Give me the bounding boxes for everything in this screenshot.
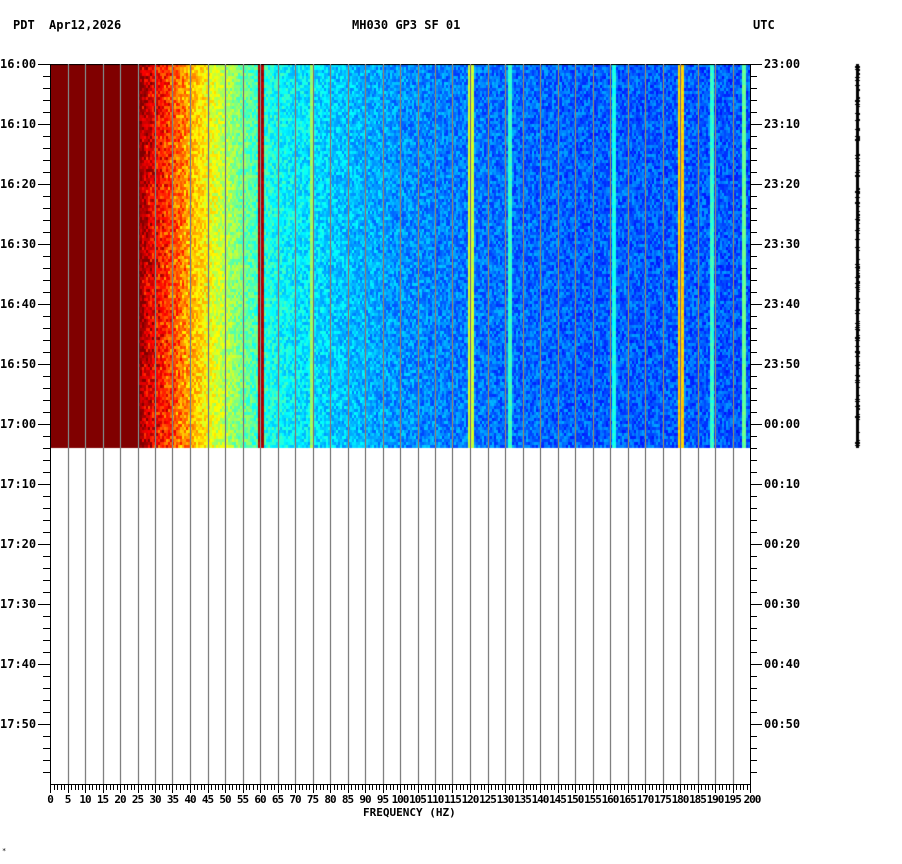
frequency-tick-label: 60 (254, 793, 266, 806)
frequency-tick-label: 40 (184, 793, 196, 806)
frequency-tick-label: 105 (409, 793, 427, 806)
frequency-tick-label: 140 (531, 793, 550, 806)
frequency-tick-label: 80 (324, 793, 336, 806)
left-time-label: 17:00 (0, 417, 37, 431)
left-time-label: 16:50 (0, 357, 37, 371)
frequency-tick-label: 25 (131, 793, 144, 806)
left-time-label: 17:40 (0, 657, 37, 671)
right-time-label: 23:30 (764, 237, 801, 251)
frequency-tick-label: 100 (391, 793, 410, 806)
frequency-tick-label: 55 (236, 793, 249, 806)
frequency-tick-label: 155 (584, 793, 602, 806)
corner-mark: * (2, 847, 7, 855)
left-time-label: 16:00 (0, 57, 37, 71)
left-time-label: 17:30 (0, 597, 37, 611)
frequency-tick-label: 125 (479, 793, 497, 806)
frequency-tick-label: 195 (724, 793, 742, 806)
frequency-tick-label: 185 (689, 793, 707, 806)
frequency-tick-label: 85 (341, 793, 354, 806)
frequency-tick-label: 135 (514, 793, 532, 806)
right-time-label: 00:50 (764, 717, 801, 731)
right-time-label: 00:20 (764, 537, 801, 551)
frequency-tick-label: 15 (96, 793, 109, 806)
frequency-tick-label: 20 (114, 793, 126, 806)
frequency-tick-label: 170 (636, 793, 655, 806)
left-time-label: 16:30 (0, 237, 37, 251)
left-time-label: 16:20 (0, 177, 37, 191)
right-time-label: 00:10 (764, 477, 801, 491)
right-time-label: 23:10 (764, 117, 801, 131)
right-time-label: 23:50 (764, 357, 801, 371)
frequency-tick-label: 35 (166, 793, 179, 806)
frequency-tick-label: 190 (706, 793, 725, 806)
frequency-tick-label: 30 (149, 793, 161, 806)
frequency-tick-label: 115 (444, 793, 462, 806)
frequency-tick-label: 70 (289, 793, 301, 806)
frequency-tick-label: 160 (601, 793, 620, 806)
frequency-tick-label: 175 (654, 793, 672, 806)
frequency-tick-label: 110 (426, 793, 445, 806)
spectrogram-plot (50, 64, 750, 784)
station-title: MH030 GP3 SF 01 (352, 18, 461, 32)
frequency-tick-label: 165 (619, 793, 637, 806)
left-time-label: 17:50 (0, 717, 37, 731)
trace-panel (847, 60, 867, 460)
left-time-label: 17:20 (0, 537, 37, 551)
frequency-tick-label: 130 (496, 793, 515, 806)
frequency-tick-label: 0 (47, 793, 54, 806)
frequency-tick-label: 180 (671, 793, 690, 806)
x-axis-title: FREQUENCY (HZ) (363, 806, 456, 819)
frequency-tick-label: 150 (566, 793, 585, 806)
frequency-tick-label: 50 (219, 793, 231, 806)
left-time-label: 16:10 (0, 117, 37, 131)
frequency-tick-label: 145 (549, 793, 567, 806)
frequency-tick-label: 75 (306, 793, 319, 806)
left-time-label: 17:10 (0, 477, 37, 491)
frequency-gridlines (67, 64, 735, 784)
frequency-tick-label: 90 (359, 793, 371, 806)
frequency-tick-label: 95 (376, 793, 389, 806)
right-time-label: 23:00 (764, 57, 801, 71)
frequency-tick-label: 45 (201, 793, 214, 806)
right-timezone-label: UTC (753, 18, 775, 32)
right-time-label: 23:20 (764, 177, 801, 191)
frequency-tick-label: 65 (271, 793, 284, 806)
left-time-label: 16:40 (0, 297, 37, 311)
right-time-label: 23:40 (764, 297, 801, 311)
frequency-tick-label: 120 (461, 793, 480, 806)
frequency-tick-label: 10 (79, 793, 91, 806)
date-label: Apr12,2026 (49, 18, 122, 32)
frequency-tick-label: 200 (743, 793, 762, 806)
frequency-tick-label: 5 (64, 793, 72, 806)
right-time-label: 00:00 (764, 417, 801, 431)
right-time-label: 00:30 (764, 597, 801, 611)
left-timezone-label: PDT (13, 18, 35, 32)
right-time-label: 00:40 (764, 657, 801, 671)
